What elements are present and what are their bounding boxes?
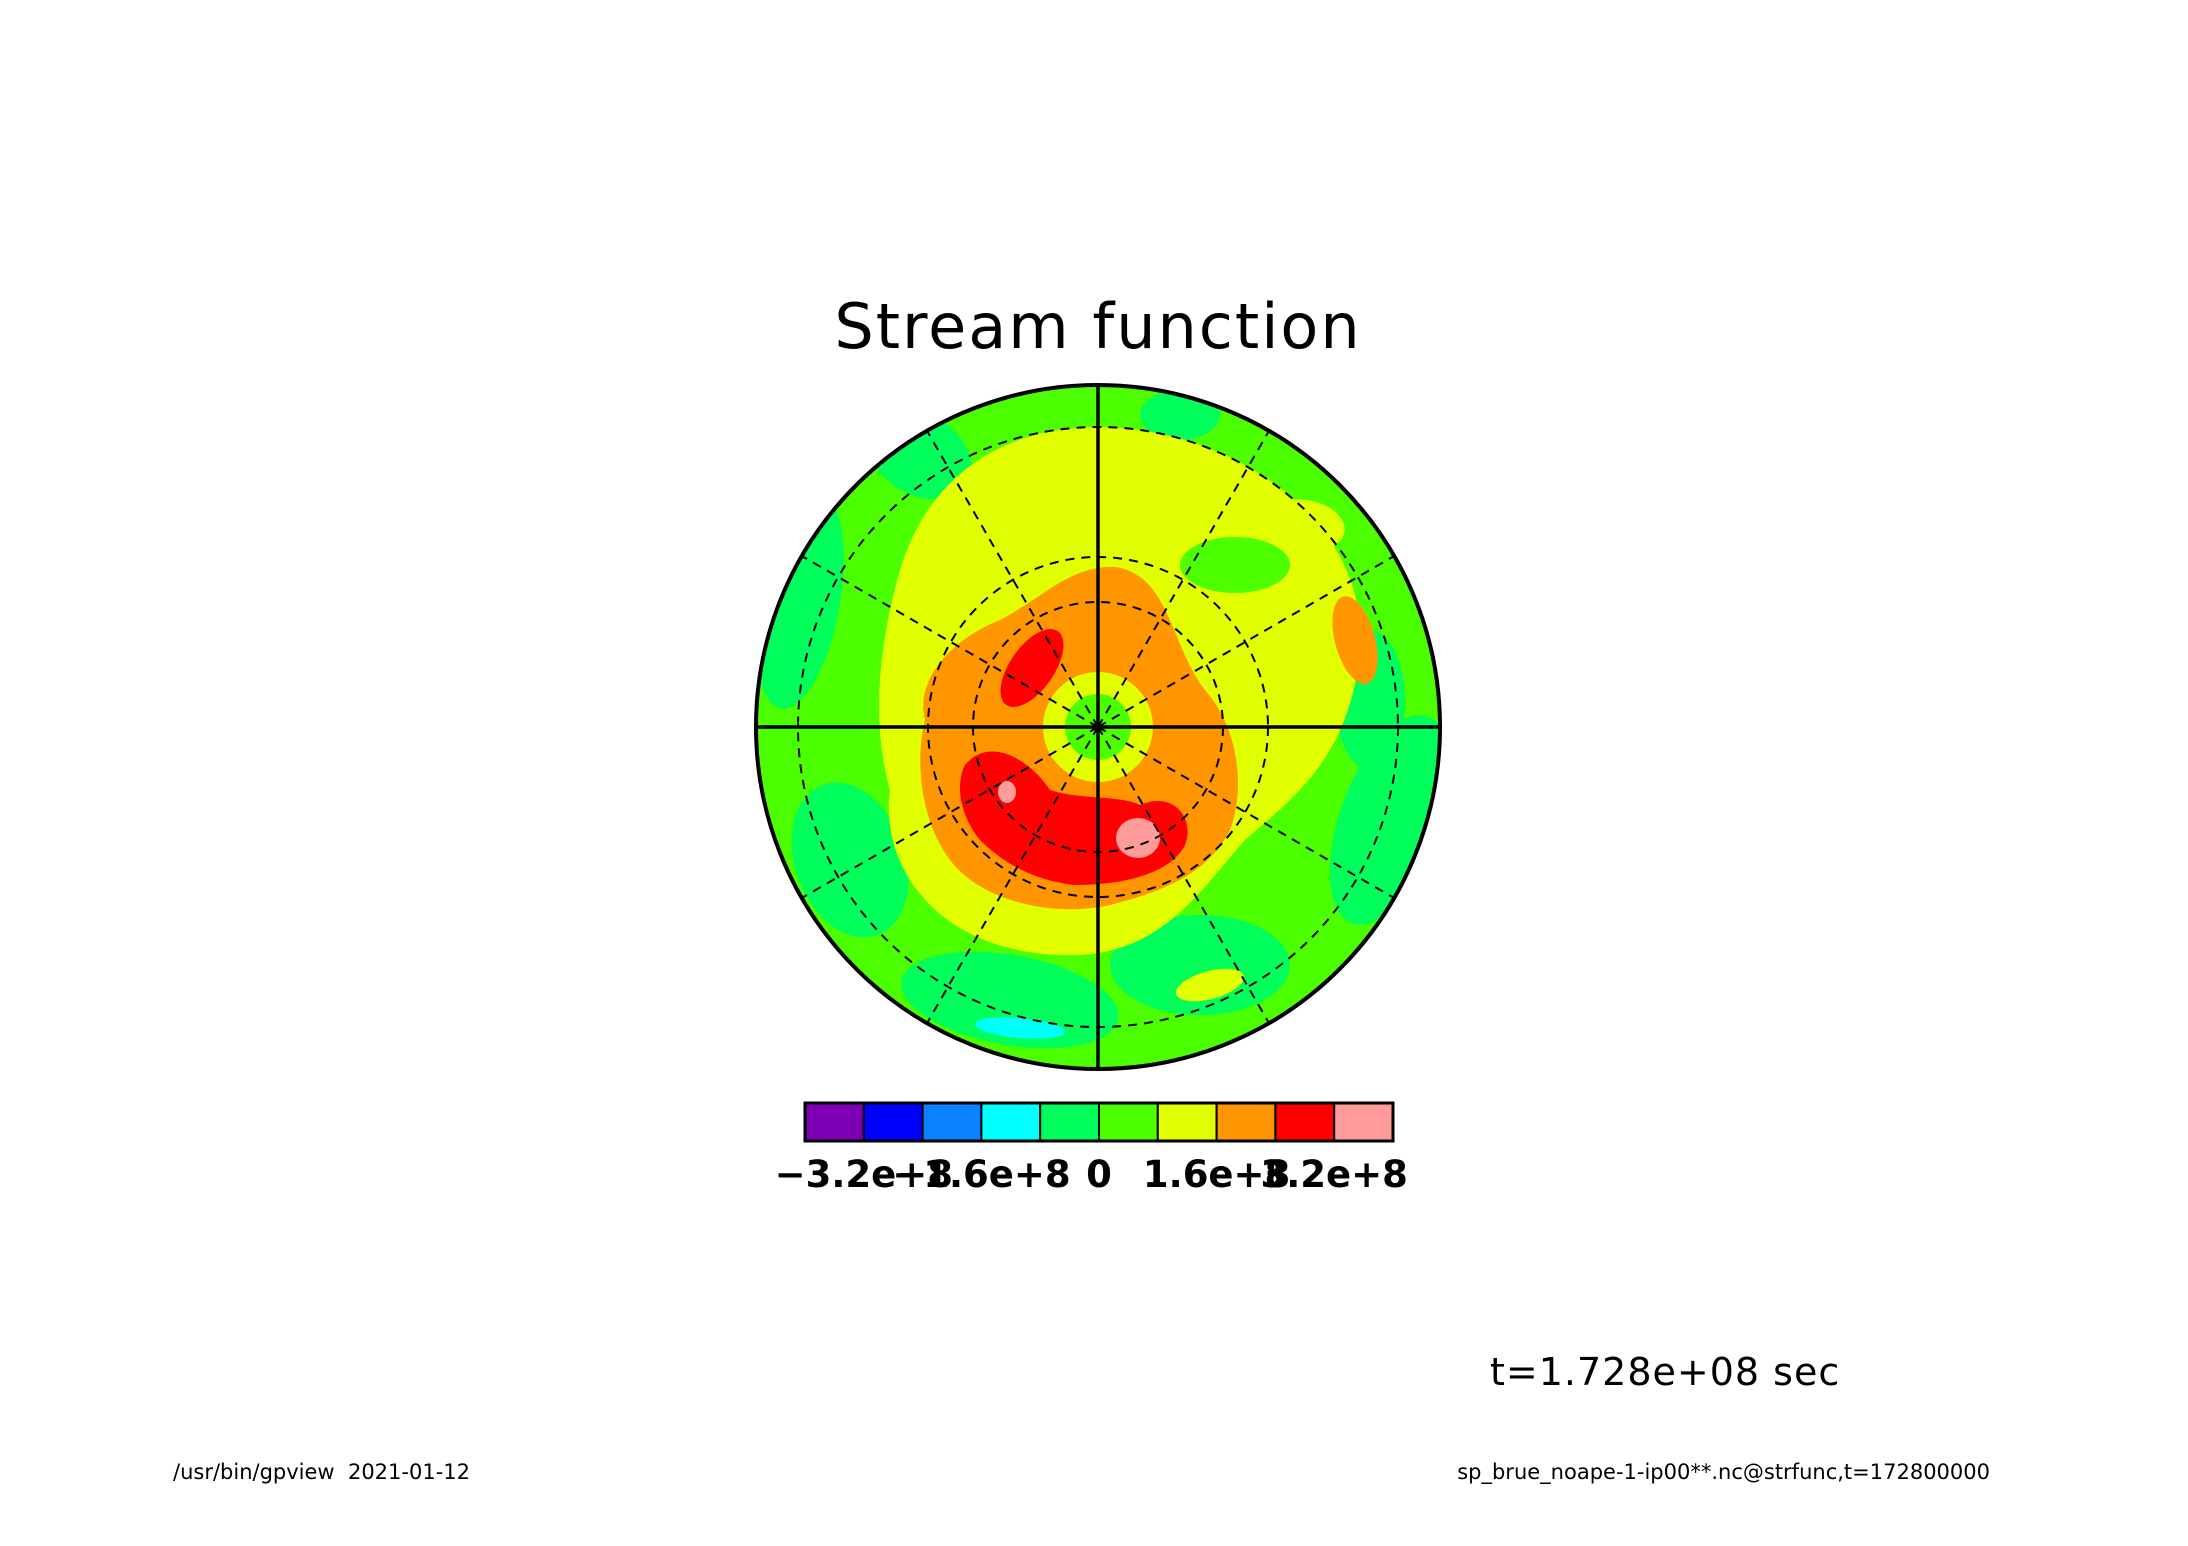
colorbar-swatch <box>862 1102 924 1142</box>
chart-title: Stream function <box>834 290 1361 363</box>
colorbar-swatch <box>1039 1102 1100 1142</box>
colorbar-tick-label: 1.6e+8 <box>1143 1153 1290 1196</box>
colorbar-swatch <box>804 1102 865 1142</box>
meridian-dashed <box>801 555 1099 728</box>
plot-boundary-circle <box>754 383 1442 1071</box>
colorbar-swatch <box>921 1102 983 1142</box>
colorbar-swatch <box>980 1102 1042 1142</box>
colorbar-frame <box>803 1101 1395 1143</box>
red-lobe <box>1000 629 1064 707</box>
yellow-region <box>1265 499 1345 551</box>
colorbar-swatch <box>1098 1102 1159 1142</box>
footer-left: /usr/bin/gpview 2021-01-12 <box>173 1460 470 1484</box>
colorbar-swatch <box>1156 1102 1218 1142</box>
orange-patch <box>1332 596 1378 684</box>
maximum-patch <box>998 781 1016 803</box>
colorbar-swatch <box>1215 1102 1277 1142</box>
meridian-dashed <box>1097 726 1395 899</box>
negative-patch <box>791 782 909 938</box>
colorbar-tick-labels: −3.2e+8−1.6e+8 0 1.6e+83.2e+8 <box>775 1153 1408 1196</box>
footer-right: sp_brue_noape-1-ip00**.nc@strfunc,t=1728… <box>1457 1460 1990 1485</box>
colorbar-swatch <box>1274 1102 1336 1142</box>
minimum-patch <box>975 1017 1065 1039</box>
meridian-dashed <box>926 430 1099 728</box>
colorbar-swatch <box>1333 1102 1394 1142</box>
yellow-region <box>1175 968 1245 1002</box>
negative-patch <box>1110 915 1290 1015</box>
colorbar-tick-label: −1.6e+8 <box>892 1153 1070 1196</box>
time-annotation: t=1.728e+08 sec <box>1490 1350 1840 1394</box>
colorbar-tick-label: −3.2e+8 <box>775 1153 953 1196</box>
meridian-dashed <box>801 726 1099 899</box>
colorbar <box>803 1101 1395 1143</box>
polar-grid <box>756 385 1440 1069</box>
meridian-dashed <box>1097 726 1270 1024</box>
colorbar-tick-label: 3.2e+8 <box>1261 1153 1408 1196</box>
positive-low-patch <box>1180 537 1290 593</box>
maximum-patch <box>1116 818 1160 858</box>
meridian-dashed <box>1097 555 1395 728</box>
meridian-dashed <box>1097 430 1270 728</box>
colorbar-tick-label: 0 <box>1086 1153 1112 1196</box>
meridian-dashed <box>926 726 1099 1024</box>
